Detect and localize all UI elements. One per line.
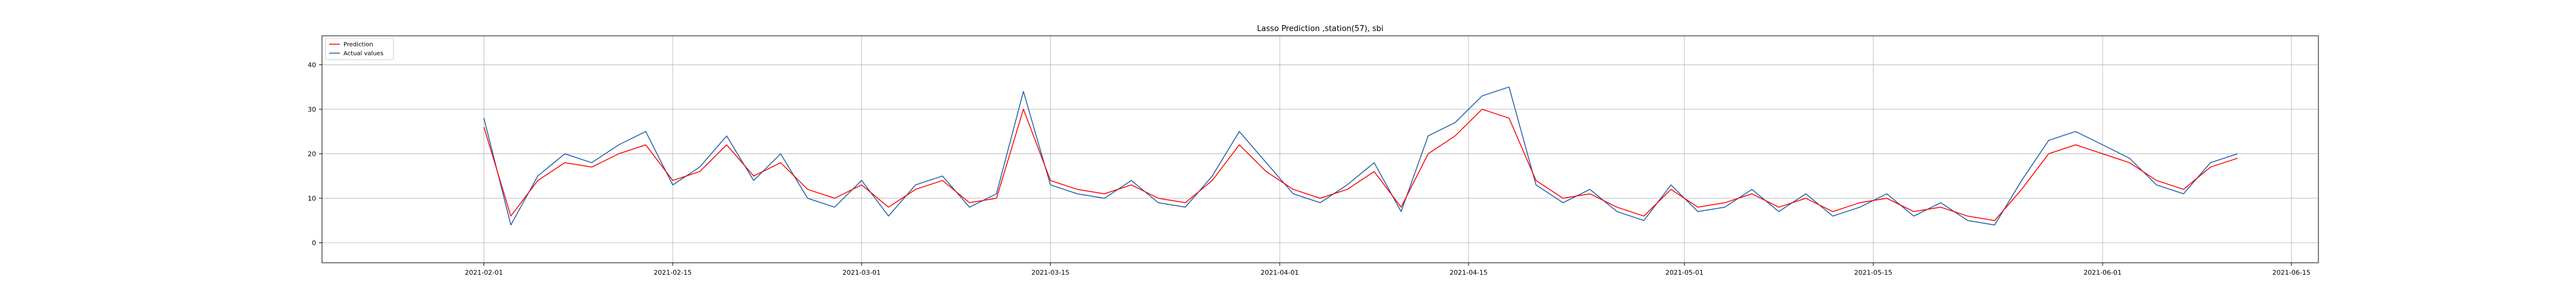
y-tick-label: 10 (308, 195, 316, 202)
y-tick-label: 40 (308, 61, 316, 69)
legend-label: Actual values (343, 51, 383, 57)
plot-frame (321, 35, 2319, 263)
x-tick-label: 2021-06-15 (2272, 269, 2311, 277)
series-layer (483, 86, 2238, 226)
grid-lines (322, 36, 2318, 263)
x-tick-label: 2021-05-15 (1854, 269, 1893, 277)
y-tick-label: 30 (308, 106, 316, 113)
y-tick-label: 0 (312, 239, 316, 247)
legend-box (325, 38, 394, 60)
x-axis: 2021-02-01 2021-02-15 2021-03-01 2021-03-15… (465, 263, 2311, 277)
x-tick-label: 2021-04-01 (1261, 269, 1299, 277)
y-tick-label: 20 (308, 150, 316, 158)
legend: Prediction Actual values (325, 38, 394, 60)
y-axis: 0 10 20 30 40 (308, 61, 322, 247)
series-line-actual-values (483, 86, 2238, 226)
x-tick-label: 2021-06-01 (2083, 269, 2122, 277)
legend-label: Prediction (343, 42, 373, 48)
x-tick-label: 2021-03-01 (843, 269, 881, 277)
x-tick-label: 2021-02-01 (465, 269, 503, 277)
x-tick-label: 2021-03-15 (1032, 269, 1070, 277)
x-tick-label: 2021-02-15 (654, 269, 692, 277)
series-line-prediction (483, 109, 2238, 221)
x-tick-label: 2021-05-01 (1665, 269, 1704, 277)
x-tick-label: 2021-04-15 (1450, 269, 1488, 277)
chart-title: Lasso Prediction ,station(57), sbi (1257, 24, 1383, 33)
